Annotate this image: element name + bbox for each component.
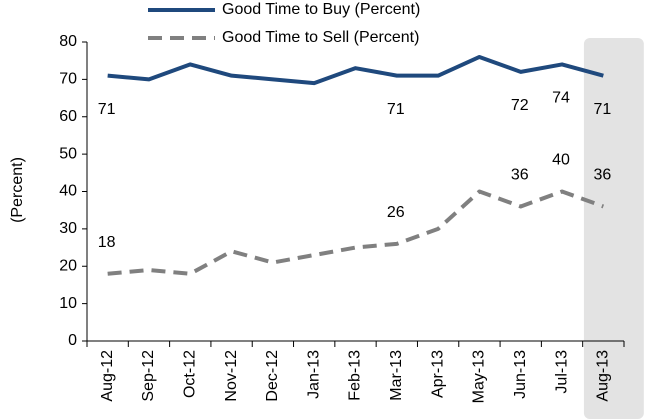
data-label: 71 xyxy=(593,101,611,118)
x-tick-label: Feb-13 xyxy=(347,350,364,401)
y-tick-label: 10 xyxy=(59,295,77,312)
x-tick-label: Mar-13 xyxy=(388,350,405,401)
x-tick-label: Oct-12 xyxy=(181,350,198,398)
data-label: 71 xyxy=(98,101,116,118)
y-tick-label: 40 xyxy=(59,183,77,200)
x-tick-label: Apr-13 xyxy=(429,350,446,398)
data-label: 74 xyxy=(552,90,570,107)
y-tick-label: 60 xyxy=(59,108,77,125)
y-tick-label: 80 xyxy=(59,33,77,50)
x-tick-label: Nov-12 xyxy=(223,350,240,402)
x-tick-label: Jul-13 xyxy=(553,350,570,394)
data-label: 40 xyxy=(552,152,570,169)
data-label: 18 xyxy=(98,234,116,251)
y-tick-label: 30 xyxy=(59,220,77,237)
x-tick-label: Jun-13 xyxy=(512,350,529,399)
legend-label: Good Time to Buy (Percent) xyxy=(222,1,420,18)
series-line xyxy=(107,189,605,276)
x-tick-label: Aug-13 xyxy=(595,350,612,402)
data-label: 36 xyxy=(511,167,529,184)
series-line xyxy=(107,54,604,86)
y-tick-label: 20 xyxy=(59,257,77,274)
data-label: 71 xyxy=(387,101,405,118)
legend-label: Good Time to Sell (Percent) xyxy=(222,29,419,46)
x-tick-label: Jan-13 xyxy=(305,350,322,399)
y-tick-label: 0 xyxy=(68,332,77,349)
y-tick-label: 70 xyxy=(59,71,77,88)
x-tick-label: Dec-12 xyxy=(264,350,281,402)
x-tick-label: May-13 xyxy=(471,350,488,403)
highlight-band xyxy=(583,38,644,419)
x-tick-label: Aug-12 xyxy=(99,350,116,402)
data-label: 72 xyxy=(511,97,529,114)
data-label: 26 xyxy=(387,204,405,221)
data-label: 36 xyxy=(593,167,611,184)
y-axis-label: (Percent) xyxy=(9,157,26,223)
y-tick-label: 50 xyxy=(59,145,77,162)
x-tick-label: Sep-12 xyxy=(140,350,157,402)
